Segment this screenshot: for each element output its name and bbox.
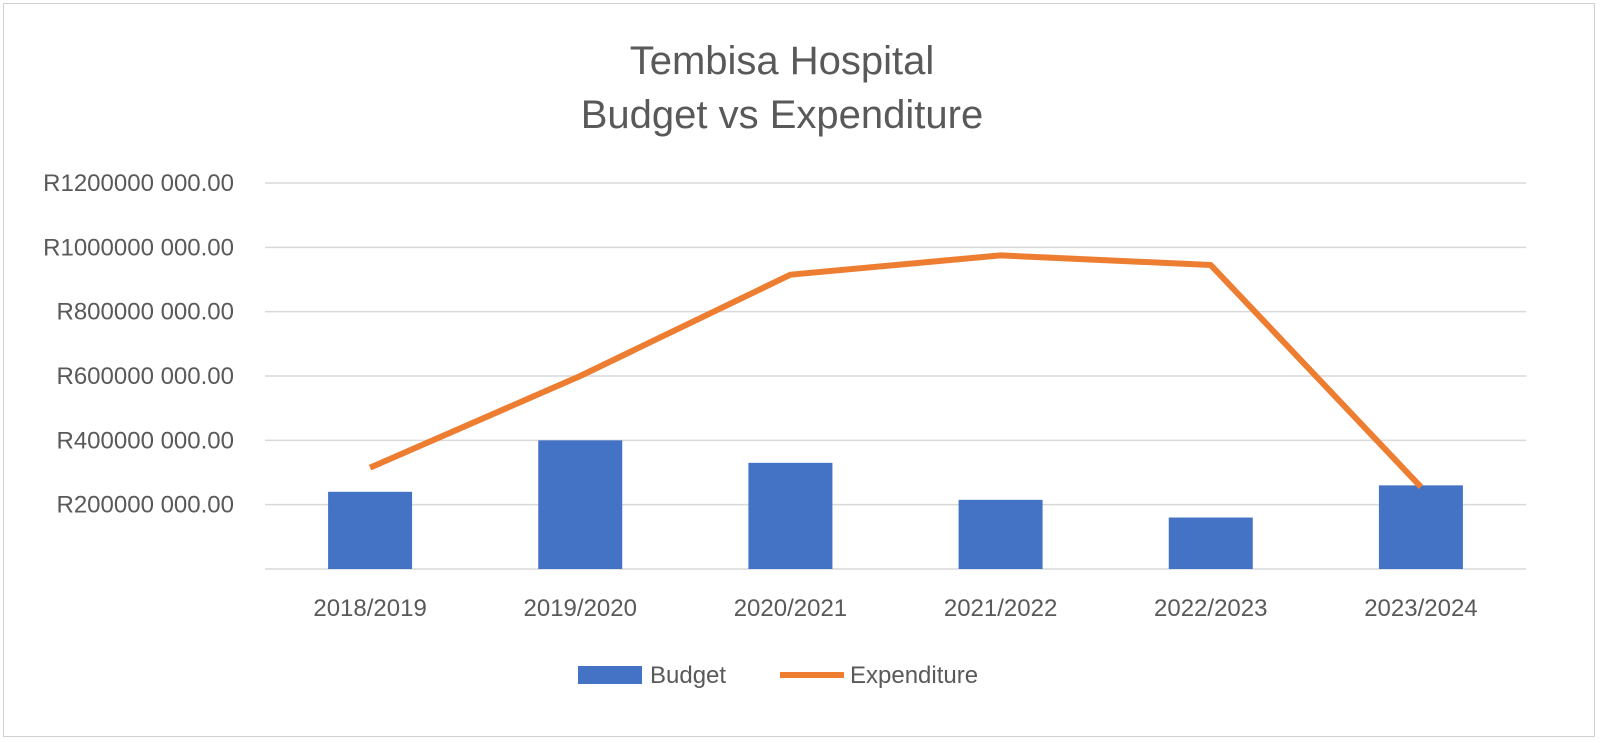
x-tick-label: 2019/2020 [524, 595, 637, 622]
x-tick-label: 2020/2021 [734, 595, 847, 622]
budget-bar [1169, 518, 1253, 569]
budget-bar [748, 463, 832, 569]
budget-bar [538, 440, 622, 569]
x-tick-label: 2018/2019 [313, 595, 426, 622]
budget-bar [959, 500, 1043, 569]
budget-bar [328, 492, 412, 569]
budget-expenditure-chart: Tembisa Hospital Budget vs Expenditure R… [4, 4, 1596, 738]
chart-title: Tembisa Hospital Budget vs Expenditure [581, 39, 983, 137]
y-tick-label: R800000 000.00 [57, 299, 235, 326]
x-axis: 2018/2019 2019/2020 2020/2021 2021/2022 2022… [313, 595, 1477, 622]
y-axis: R200000 000.00 R400000 000.00 R600000 000.… [43, 170, 234, 519]
y-tick-label: R1000000 000.00 [43, 234, 234, 261]
chart-title-line-2: Budget vs Expenditure [581, 93, 983, 137]
gridlines [265, 183, 1526, 569]
legend-budget-label: Budget [650, 662, 726, 689]
chart-title-line-1: Tembisa Hospital [630, 39, 935, 83]
legend-budget-swatch [578, 666, 642, 684]
legend-expenditure-label: Expenditure [850, 662, 978, 689]
y-tick-label: R400000 000.00 [57, 427, 235, 454]
expenditure-line-group [370, 255, 1421, 487]
budget-bar [1379, 485, 1463, 569]
x-tick-label: 2021/2022 [944, 595, 1057, 622]
expenditure-line [370, 255, 1421, 487]
x-tick-label: 2022/2023 [1154, 595, 1267, 622]
y-tick-label: R1200000 000.00 [43, 170, 234, 197]
y-tick-label: R600000 000.00 [57, 363, 235, 390]
x-tick-label: 2023/2024 [1364, 595, 1477, 622]
chart-frame: Tembisa Hospital Budget vs Expenditure R… [3, 3, 1595, 737]
y-tick-label: R200000 000.00 [57, 492, 235, 519]
legend: Budget Expenditure [578, 662, 978, 689]
